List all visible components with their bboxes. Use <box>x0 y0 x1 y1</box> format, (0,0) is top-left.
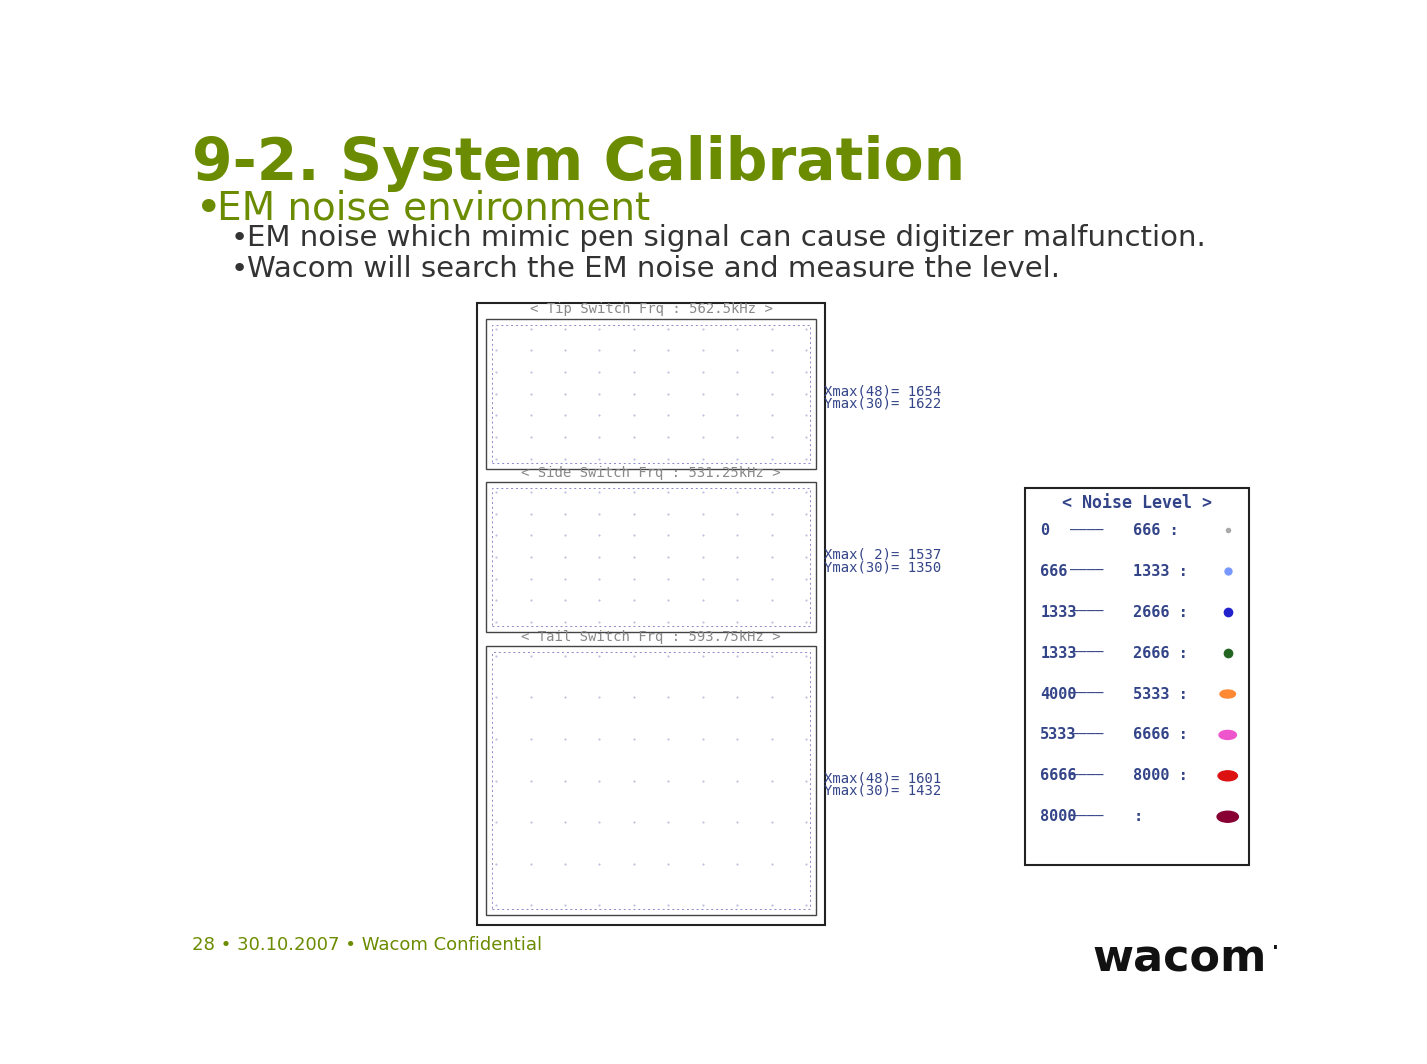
Text: ·: · <box>1271 934 1280 963</box>
Text: ————: ———— <box>1070 728 1103 742</box>
Text: 1333: 1333 <box>1040 646 1077 661</box>
Text: 1333 :: 1333 : <box>1133 564 1187 579</box>
Bar <box>487 482 816 632</box>
Text: Ymax(30)= 1622: Ymax(30)= 1622 <box>823 397 942 411</box>
Text: Wacom will search the EM noise and measure the level.: Wacom will search the EM noise and measu… <box>247 254 1060 283</box>
Text: 9-2. System Calibration: 9-2. System Calibration <box>193 135 966 193</box>
Bar <box>1025 488 1250 865</box>
Text: 666 :: 666 : <box>1133 522 1179 538</box>
Text: 2666 :: 2666 : <box>1133 604 1187 619</box>
Text: Ymax(30)= 1432: Ymax(30)= 1432 <box>823 784 942 798</box>
Text: 1333: 1333 <box>1040 604 1077 619</box>
Ellipse shape <box>1217 811 1239 822</box>
Bar <box>492 488 811 626</box>
Text: Xmax( 2)= 1537: Xmax( 2)= 1537 <box>823 548 942 562</box>
Text: 5333: 5333 <box>1040 728 1077 743</box>
Text: 8000 :: 8000 : <box>1133 768 1187 783</box>
Text: ————: ———— <box>1070 564 1103 579</box>
Ellipse shape <box>1220 691 1236 698</box>
Text: ————: ———— <box>1070 523 1103 537</box>
Bar <box>487 318 816 469</box>
Text: < Side Switch Frq : 531.25kHz >: < Side Switch Frq : 531.25kHz > <box>521 466 781 480</box>
Text: Xmax(48)= 1601: Xmax(48)= 1601 <box>823 771 942 785</box>
Text: Ymax(30)= 1350: Ymax(30)= 1350 <box>823 560 942 575</box>
Text: 6666: 6666 <box>1040 768 1077 783</box>
Text: •: • <box>231 223 248 252</box>
Text: ————: ———— <box>1070 646 1103 660</box>
Text: EM noise environment: EM noise environment <box>217 189 651 228</box>
Text: ————: ———— <box>1070 687 1103 701</box>
Text: EM noise which mimic pen signal can cause digitizer malfunction.: EM noise which mimic pen signal can caus… <box>247 223 1206 252</box>
Bar <box>487 646 816 915</box>
Text: ————: ———— <box>1070 605 1103 619</box>
Text: wacom: wacom <box>1093 937 1267 981</box>
Text: 2666 :: 2666 : <box>1133 646 1187 661</box>
Bar <box>492 325 811 463</box>
Text: •: • <box>231 254 248 283</box>
Ellipse shape <box>1219 730 1236 739</box>
Text: 8000: 8000 <box>1040 810 1077 825</box>
Text: < Tail Switch Frq : 593.75kHz >: < Tail Switch Frq : 593.75kHz > <box>521 630 781 644</box>
Text: ————: ———— <box>1070 769 1103 783</box>
Text: < Noise Level >: < Noise Level > <box>1062 494 1212 512</box>
Text: 0: 0 <box>1040 522 1049 538</box>
Bar <box>492 652 811 910</box>
Bar <box>477 303 825 926</box>
Text: < Tip Switch Frq : 562.5kHz >: < Tip Switch Frq : 562.5kHz > <box>529 302 772 316</box>
Text: 5333 :: 5333 : <box>1133 686 1187 701</box>
Text: Xmax(48)= 1654: Xmax(48)= 1654 <box>823 384 942 399</box>
Text: 666: 666 <box>1040 564 1067 579</box>
Text: 6666 :: 6666 : <box>1133 728 1187 743</box>
Ellipse shape <box>1219 770 1237 781</box>
Text: :: : <box>1133 810 1142 825</box>
Text: 28 • 30.10.2007 • Wacom Confidential: 28 • 30.10.2007 • Wacom Confidential <box>193 936 542 954</box>
Text: ————: ———— <box>1070 810 1103 824</box>
Text: 4000: 4000 <box>1040 686 1077 701</box>
Text: •: • <box>195 187 223 233</box>
